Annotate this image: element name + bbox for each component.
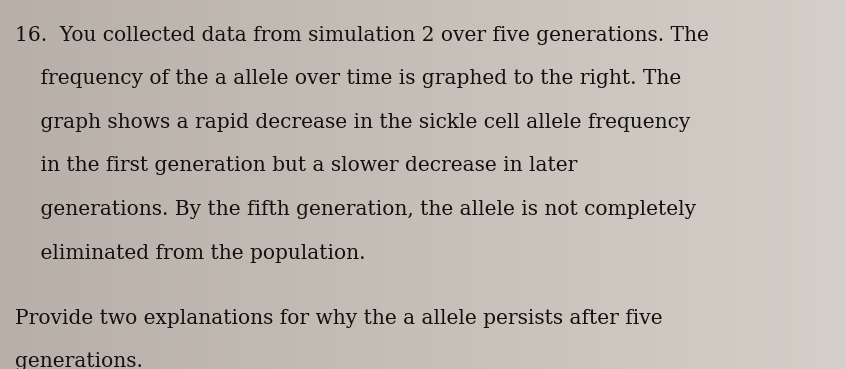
Text: in the first generation but a slower decrease in later: in the first generation but a slower dec… [15,156,578,175]
Text: frequency of the a allele over time is graphed to the right. The: frequency of the a allele over time is g… [15,69,682,88]
Text: 16.  You collected data from simulation 2 over five generations. The: 16. You collected data from simulation 2… [15,26,709,45]
Text: generations.: generations. [15,352,143,369]
Text: generations. By the fifth generation, the allele is not completely: generations. By the fifth generation, th… [15,200,696,219]
Text: graph shows a rapid decrease in the sickle cell allele frequency: graph shows a rapid decrease in the sick… [15,113,690,132]
Text: Provide two explanations for why the a allele persists after five: Provide two explanations for why the a a… [15,309,663,328]
Text: eliminated from the population.: eliminated from the population. [15,244,365,262]
